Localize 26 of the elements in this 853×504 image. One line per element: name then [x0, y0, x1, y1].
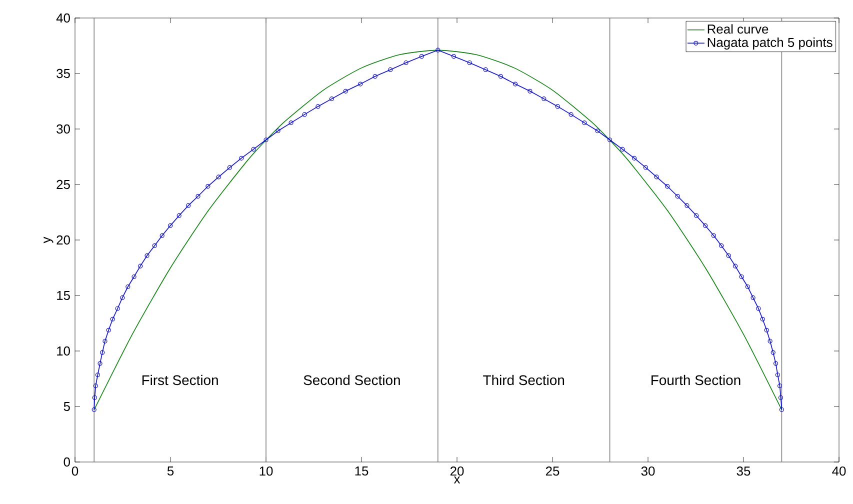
- annotation: Second Section: [304, 374, 400, 386]
- y-tick-label: 0: [64, 457, 70, 467]
- x-tick-label: 35: [736, 466, 750, 476]
- x-tick-label: 0: [72, 466, 78, 476]
- x-tick-label: 15: [355, 466, 368, 476]
- y-tick-label: 40: [56, 13, 70, 23]
- x-tick-label: 30: [641, 466, 655, 476]
- y-tick-label: 30: [56, 124, 70, 134]
- x-axis-title: x: [454, 476, 460, 484]
- y-axis-title: y: [44, 236, 54, 244]
- y-tick-label: 25: [56, 180, 70, 190]
- x-tick-label: 5: [167, 466, 174, 476]
- x-tick-label: 20: [450, 466, 464, 476]
- legend-label: Real curve: [708, 24, 768, 34]
- x-tick-label: 40: [832, 466, 846, 476]
- y-tick-label: 20: [56, 235, 70, 245]
- annotation: First Section: [142, 374, 218, 386]
- y-tick-label: 5: [64, 402, 70, 412]
- x-tick-label: 10: [260, 466, 273, 476]
- y-tick-label: 10: [57, 346, 70, 356]
- annotation: Third Section: [483, 374, 564, 386]
- annotation: Fourth Section: [652, 374, 740, 386]
- x-tick-label: 25: [546, 466, 560, 476]
- legend-label: Nagata patch 5 points: [708, 37, 832, 50]
- y-tick-label: 15: [57, 290, 70, 300]
- y-tick-label: 35: [56, 68, 70, 78]
